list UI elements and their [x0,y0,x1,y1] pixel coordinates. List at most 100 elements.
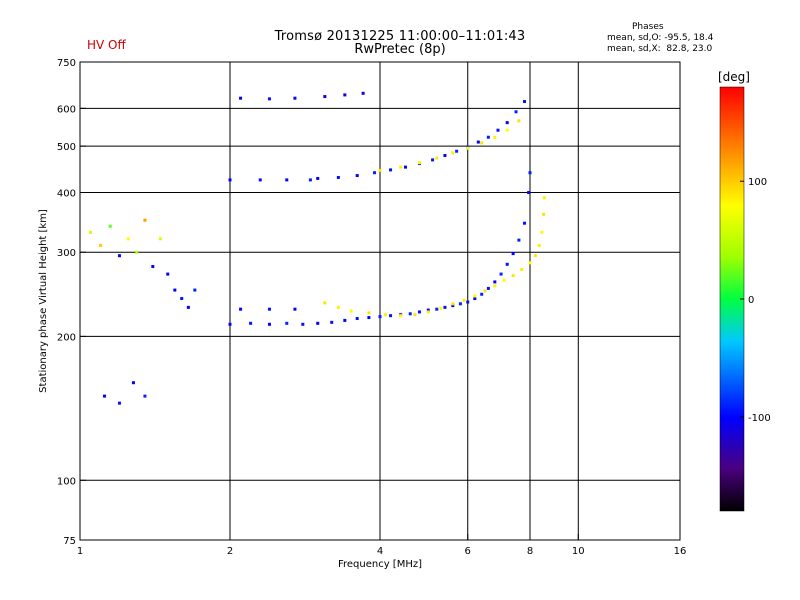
phases-title: Phases [632,22,664,32]
data-point [316,176,320,180]
data-point [336,305,340,309]
data-point [399,314,403,318]
data-point [336,175,340,179]
data-point [517,119,521,123]
data-point [408,312,412,316]
data-point [473,294,477,298]
data-point [323,301,327,305]
data-point [126,237,130,241]
data-point [389,168,393,172]
data-point [293,96,297,100]
data-point [258,178,262,182]
data-point [249,321,253,325]
data-point [483,289,487,293]
data-point [417,310,421,314]
data-point [514,110,518,114]
data-point [435,307,439,311]
data-point [103,394,107,398]
x-tick-label: 6 [465,546,471,557]
data-point [361,91,365,95]
data-point [528,261,532,265]
data-point [267,97,271,101]
data-point [502,278,506,282]
x-tick-label: 2 [227,546,233,557]
y-tick-label: 75 [63,536,76,547]
y-tick-label: 600 [57,104,76,115]
data-point [493,135,497,139]
data-point [316,321,320,325]
x-tick-label: 10 [572,546,585,557]
data-point [493,280,497,284]
data-point [355,316,359,320]
x-tick-label: 4 [377,546,383,557]
data-point [533,254,537,258]
data-point [542,212,546,216]
data-point [131,381,135,385]
data-point [343,93,347,97]
data-point [383,313,387,317]
data-point [439,306,443,310]
data-point [435,156,439,160]
data-point [166,272,170,276]
chart-title: Tromsø 20131225 11:00:00–11:01:43 [274,29,526,44]
data-point [367,316,371,320]
data-point [285,178,289,182]
data-point [426,310,430,314]
data-point [186,305,190,309]
x-axis-label: Frequency [MHz] [338,559,422,570]
data-point [99,243,103,247]
y-tick-label: 300 [57,248,76,259]
data-point [378,315,382,319]
data-point [499,272,503,276]
data-point [323,95,327,99]
data-point [89,230,93,234]
x-tick-label: 16 [674,546,687,557]
data-point [443,154,447,158]
data-point [511,274,515,278]
data-point [486,286,490,290]
data-point [399,165,403,169]
data-point [493,284,497,288]
data-point [378,168,382,172]
data-point [505,262,509,266]
data-point [443,305,447,309]
data-point [523,221,527,225]
phases-x-stats: mean, sd,X: 82.8, 23.0 [607,44,713,54]
data-point [528,171,532,175]
data-point [355,174,359,178]
y-tick-label: 100 [57,476,76,487]
data-point [462,298,466,302]
data-point [431,158,435,162]
data-point [537,243,541,247]
data-point [417,161,421,165]
data-point [343,318,347,322]
data-point [239,96,243,100]
y-tick-label: 500 [57,142,76,153]
data-point [496,128,500,132]
y-tick-label: 750 [57,58,76,69]
data-point [505,128,509,132]
colorbar-ticks: 100 0 -100 [740,177,771,424]
data-point [542,196,546,200]
y-tick-label: 200 [57,332,76,343]
data-point [135,250,139,254]
data-points [89,91,546,405]
data-point [403,165,407,169]
data-point [458,302,462,306]
data-point [466,300,470,304]
data-point [301,322,305,326]
data-point [486,135,490,139]
data-point [180,297,184,301]
data-point [451,151,455,155]
data-point [285,321,289,325]
x-tick-label: 8 [527,546,533,557]
data-point [413,313,417,317]
data-point [193,288,197,292]
y-axis-label: Stationary phase Virtual Height [km] [38,209,49,393]
data-point [373,171,377,175]
hv-status: HV Off [87,38,126,52]
data-point [476,140,480,144]
data-point [480,141,484,145]
data-point [158,237,162,241]
